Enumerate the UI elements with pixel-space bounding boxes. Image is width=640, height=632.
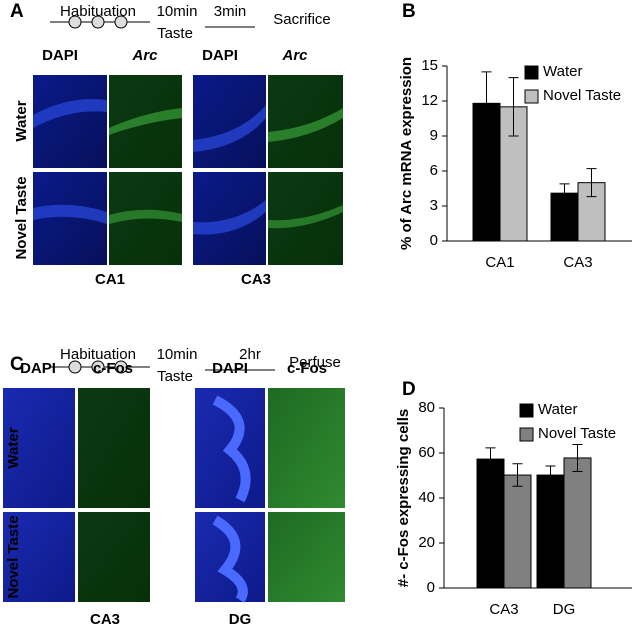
x-tick-label: DG [553,601,576,618]
y-tick-label: 20 [418,534,435,551]
error-bar [485,447,496,471]
timeline-end: Sacrifice [273,11,331,28]
column-label: DAPI [202,47,238,64]
timeline-stimulus: Taste [157,368,193,385]
timeline-time: 10min [157,346,198,363]
legend-swatch [524,89,539,104]
column-label: Arc [131,47,158,64]
y-tick-label: 12 [421,92,438,109]
y-axis-label: #- c-Fos expressing cells [395,409,412,587]
bar [476,458,505,589]
region-label: CA3 [90,611,120,628]
y-tick-label: 80 [418,399,435,416]
timeline-start: Habituation [60,346,136,363]
region-label: DG [229,611,252,628]
x-tick-label: CA1 [485,254,514,271]
legend-swatch [524,65,539,80]
column-label: DAPI [20,360,56,377]
y-axis-label: % of Arc mRNA expression [398,57,415,250]
timeline-time: 2hr [239,346,261,363]
error-bar [559,183,570,203]
row-label: Water [5,427,22,468]
x-tick-label: CA3 [563,254,592,271]
error-bar [545,465,556,485]
error-bar [512,463,523,487]
timeline-end: Perfuse [289,354,341,371]
timeline-time: 10min [157,3,198,20]
error-bar [572,443,583,472]
legend-swatch [519,427,534,442]
column-label: c-Fos [93,360,133,377]
column-label: Arc [281,47,308,64]
bar [503,474,532,589]
bar [536,474,565,589]
column-label: DAPI [212,360,248,377]
row-label: Novel Taste [5,515,22,598]
y-tick-label: 0 [427,579,435,596]
column-label: DAPI [42,47,78,64]
legend-label: Water [538,401,577,418]
timeline-stimulus: Taste [157,25,193,42]
panel-label: D [402,379,416,400]
y-tick-label: 40 [418,489,435,506]
legend-label: Water [543,63,582,80]
y-tick-label: 15 [421,57,438,74]
row-label: Water [13,100,30,141]
y-tick-label: 6 [430,162,438,179]
panel-label: A [10,1,24,22]
x-tick-label: CA3 [489,601,518,618]
error-bar [586,168,597,198]
column-label: c-Fos [287,360,327,377]
region-label: CA3 [241,271,271,288]
y-tick-label: 0 [430,232,438,249]
y-tick-label: 9 [430,127,438,144]
error-bar [508,77,519,137]
row-label: Novel Taste [13,176,30,259]
micrographs [3,75,345,603]
region-label: CA1 [95,271,125,288]
timeline-time: 3min [214,3,247,20]
bar [563,457,592,589]
panel-label: B [402,1,416,22]
timeline-start: Habituation [60,3,136,20]
legend-label: Novel Taste [543,87,621,104]
legend-swatch [519,403,534,418]
error-bar [481,71,492,136]
timelines [50,15,275,374]
legend-label: Novel Taste [538,425,616,442]
panel-label: C [10,354,24,375]
y-tick-label: 3 [430,197,438,214]
y-tick-label: 60 [418,444,435,461]
